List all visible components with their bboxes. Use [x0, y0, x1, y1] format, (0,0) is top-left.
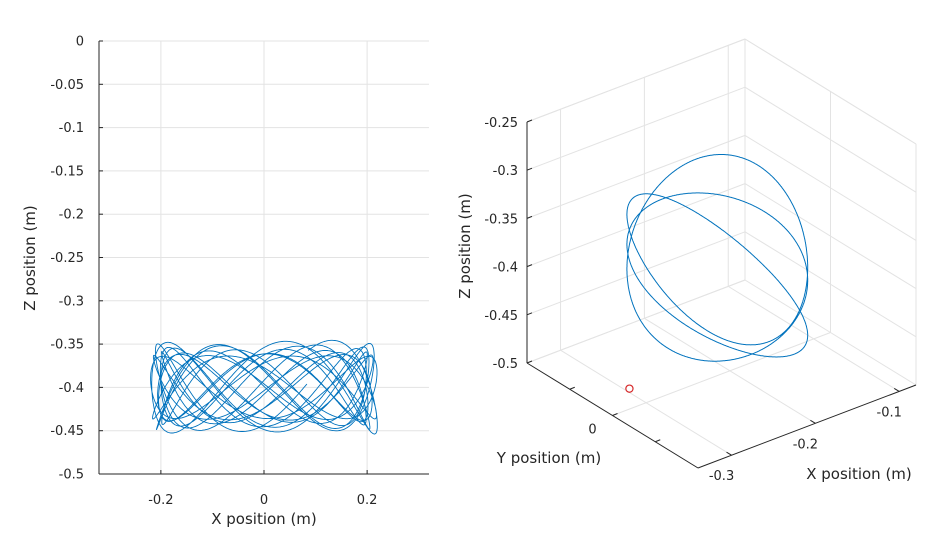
- xyz-x-axis-label: X position (m): [806, 465, 912, 483]
- xz-y-tick-label: -0.4: [59, 381, 84, 396]
- xz-x-tick-label: 0: [260, 493, 268, 508]
- xyz-z-tick: [526, 360, 533, 364]
- xyz-axes: [526, 119, 917, 469]
- xyz-y-tick: [655, 439, 661, 443]
- xyz-x-tick: [893, 387, 900, 392]
- xyz-gridline: [744, 134, 917, 241]
- xyz-x-tick-label: -0.2: [793, 437, 818, 452]
- xyz-x-tick-label: -0.1: [877, 405, 902, 420]
- xz-grid: [99, 40, 429, 475]
- xyz-grid: [526, 38, 917, 456]
- xyz-x-tick-labels: -0.3 -0.2 -0.1: [709, 405, 902, 484]
- xyz-trajectory-line: [626, 154, 809, 362]
- xz-y-tick-label: -0.25: [50, 251, 84, 266]
- xyz-z-tick: [526, 312, 533, 316]
- xyz-x-tick: [810, 419, 816, 424]
- xyz-y-tick: [612, 413, 618, 416]
- xz-y-tick-label: -0.15: [50, 164, 84, 179]
- xz-y-tick-label: -0.05: [50, 78, 84, 93]
- xyz-x-axis-line: [697, 384, 917, 469]
- xz-axes: [98, 40, 429, 475]
- xyz-x-tick: [726, 451, 732, 456]
- xyz-z-tick-label: -0.3: [493, 164, 518, 179]
- xyz-z-tick-label: -0.4: [493, 261, 518, 276]
- xz-plot: -0.2 0 0.2 0 -0.05 -0.1 -0.15 -0.2 -0.25 -0.3 -0.…: [21, 35, 429, 528]
- xz-y-tick-label: -0.5: [59, 468, 84, 483]
- xyz-x-tick-label: -0.3: [709, 469, 734, 484]
- xz-y-tick-label: -0.2: [59, 208, 84, 223]
- xyz-z-tick: [526, 119, 533, 123]
- xyz-gridline: [744, 231, 917, 338]
- xyz-pane-edge: [526, 279, 746, 364]
- xyz-z-tick: [526, 264, 533, 268]
- xz-trajectory-line: [150, 339, 378, 435]
- xz-y-tick-label: -0.1: [59, 121, 84, 136]
- xyz-gridline: [526, 183, 746, 268]
- xyz-y-axis-label: Y position (m): [496, 449, 601, 467]
- xyz-y-tick-label: 0: [588, 423, 596, 438]
- xyz-gridline: [526, 134, 746, 219]
- xyz-z-tick-label: -0.25: [484, 116, 518, 131]
- xyz-z-tick: [526, 167, 533, 171]
- xz-y-tick-label: -0.3: [59, 294, 84, 309]
- xz-y-tick-label: 0: [76, 35, 84, 50]
- xyz-z-tick-label: -0.45: [484, 309, 518, 324]
- xyz-z-tick-labels: -0.25 -0.3 -0.35 -0.4 -0.45 -0.5: [484, 116, 518, 372]
- xyz-y-tick: [569, 386, 575, 390]
- xz-x-axis-label: X position (m): [211, 510, 317, 528]
- xyz-z-axis-label: Z position (m): [456, 193, 474, 299]
- xz-y-tick-label: -0.35: [50, 338, 84, 353]
- xyz-gridline: [612, 332, 831, 416]
- xyz-z-tick: [526, 215, 533, 219]
- xyz-gridline: [744, 86, 917, 193]
- xyz-pane-edge: [526, 38, 746, 123]
- xz-x-tick-label: -0.2: [148, 493, 173, 508]
- xyz-gridline: [526, 86, 746, 171]
- xz-y-tick-label: -0.45: [50, 424, 84, 439]
- xyz-start-marker: [625, 384, 634, 393]
- xz-x-tick-labels: -0.2 0 0.2: [148, 493, 377, 508]
- xyz-z-tick-label: -0.35: [484, 212, 518, 227]
- xyz-y-tick-labels: 0: [588, 423, 596, 438]
- xz-x-tick-label: 0.2: [357, 493, 378, 508]
- xz-y-axis-label: Z position (m): [21, 205, 39, 311]
- xyz-gridline: [526, 231, 746, 316]
- xyz-z-tick-label: -0.5: [493, 357, 518, 372]
- xyz-pane-edge: [744, 38, 917, 145]
- xyz-gridline: [744, 183, 917, 290]
- xz-y-tick-labels: 0 -0.05 -0.1 -0.15 -0.2 -0.25 -0.3 -0.35 -0.4 -0.…: [50, 35, 84, 483]
- xyz-plot: -0.25 -0.3 -0.35 -0.4 -0.45 -0.5 -0.3 -0.2 -0.1…: [456, 38, 917, 484]
